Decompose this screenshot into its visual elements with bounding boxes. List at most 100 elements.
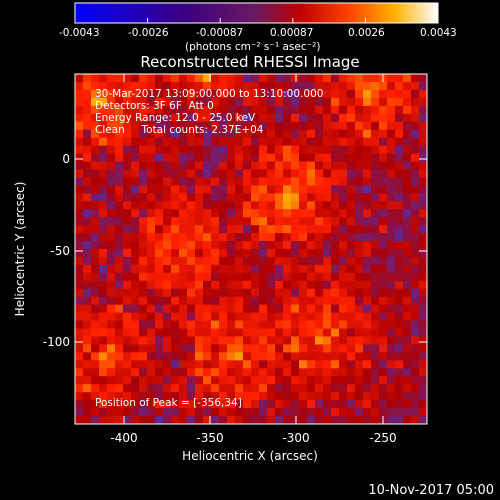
heatmap-cell [107,328,116,337]
heatmap-cell [211,352,220,361]
heatmap-cell [371,209,380,218]
heatmap-cell [115,368,124,377]
heatmap-cell [323,352,332,361]
heatmap-cell [211,296,220,306]
heatmap-cell [171,225,180,234]
heatmap-cell [299,272,308,282]
heatmap-cell [387,233,396,242]
heatmap-cell [75,272,84,282]
heatmap-cell [123,145,132,154]
heatmap-cell [115,241,124,250]
heatmap-cell [395,416,404,424]
heatmap-cell [163,121,172,131]
heatmap-cell [155,193,164,202]
heatmap-cell [363,81,372,91]
heatmap-cell [147,177,156,186]
x-tick-label: -400 [110,431,137,445]
heatmap-cell [267,320,276,329]
heatmap-cell [131,233,140,242]
heatmap-cell [299,408,308,417]
heatmap-cell [395,256,404,266]
heatmap-cell [83,74,92,83]
heatmap-cell [139,161,148,170]
heatmap-cell [347,169,356,178]
heatmap-cell [195,145,204,154]
heatmap-cell [155,89,164,99]
heatmap-cell [115,177,124,186]
heatmap-cell [371,225,380,234]
heatmap-cell [419,344,427,353]
heatmap-cell [363,89,372,99]
heatmap-cell [267,105,276,115]
heatmap-cell [203,256,212,266]
heatmap-cell [211,392,220,401]
heatmap-cell [187,344,196,353]
heatmap-cell [347,368,356,377]
heatmap-cell [259,352,268,361]
heatmap-cell [99,217,108,226]
heatmap-cell [243,400,252,409]
heatmap-cell [411,81,420,91]
heatmap-cell [339,249,348,258]
heatmap-cell [299,288,308,298]
heatmap-cell [291,241,300,250]
heatmap-cell [211,384,220,393]
heatmap-cell [243,121,252,131]
heatmap-cell [379,376,388,385]
heatmap-cell [355,304,364,314]
heatmap-cell [187,153,196,162]
heatmap-cell [155,161,164,170]
heatmap-cell [323,217,332,226]
heatmap-cell [347,384,356,393]
heatmap-cell [251,304,260,314]
heatmap-cell [139,368,148,377]
heatmap-cell [195,336,204,345]
heatmap-cell [315,105,324,115]
heatmap-cell [99,392,108,401]
heatmap-cell [83,296,92,306]
heatmap-cell [299,225,308,234]
heatmap-cell [131,113,140,123]
heatmap-cell [91,352,100,361]
heatmap-cell [139,400,148,409]
heatmap-cell [379,193,388,202]
heatmap-cell [91,296,100,306]
heatmap-cell [251,288,260,298]
heatmap-cell [363,137,372,146]
heatmap-cell [379,225,388,234]
heatmap-cell [227,304,236,314]
heatmap-cell [219,320,228,329]
heatmap-cell [387,400,396,409]
heatmap-cell [283,153,292,162]
heatmap-cell [227,121,236,131]
heatmap-cell [195,97,204,107]
heatmap-cell [243,105,252,115]
heatmap-cell [323,177,332,186]
heatmap-cell [235,193,244,202]
heatmap-cell [171,145,180,154]
heatmap-cell [195,328,204,337]
heatmap-cell [331,209,340,218]
heatmap-cell [403,384,412,393]
heatmap-cell [347,129,356,139]
heatmap-cell [323,280,332,290]
heatmap-cell [115,113,124,123]
heatmap-cell [227,320,236,329]
heatmap-cell [403,408,412,417]
heatmap-cell [251,153,260,162]
heatmap-cell [123,312,132,321]
heatmap-cell [131,256,140,266]
heatmap-cell [403,416,412,424]
heatmap-cell [347,241,356,250]
heatmap-cell [331,400,340,409]
heatmap-cell [411,328,420,337]
heatmap-cell [251,137,260,146]
heatmap-cell [331,408,340,417]
heatmap-cell [323,288,332,298]
heatmap-cell [403,113,412,123]
heatmap-cell [251,384,260,393]
heatmap-cell [251,344,260,353]
heatmap-cell [99,193,108,202]
heatmap-cell [307,336,316,345]
heatmap-cell [83,264,92,274]
